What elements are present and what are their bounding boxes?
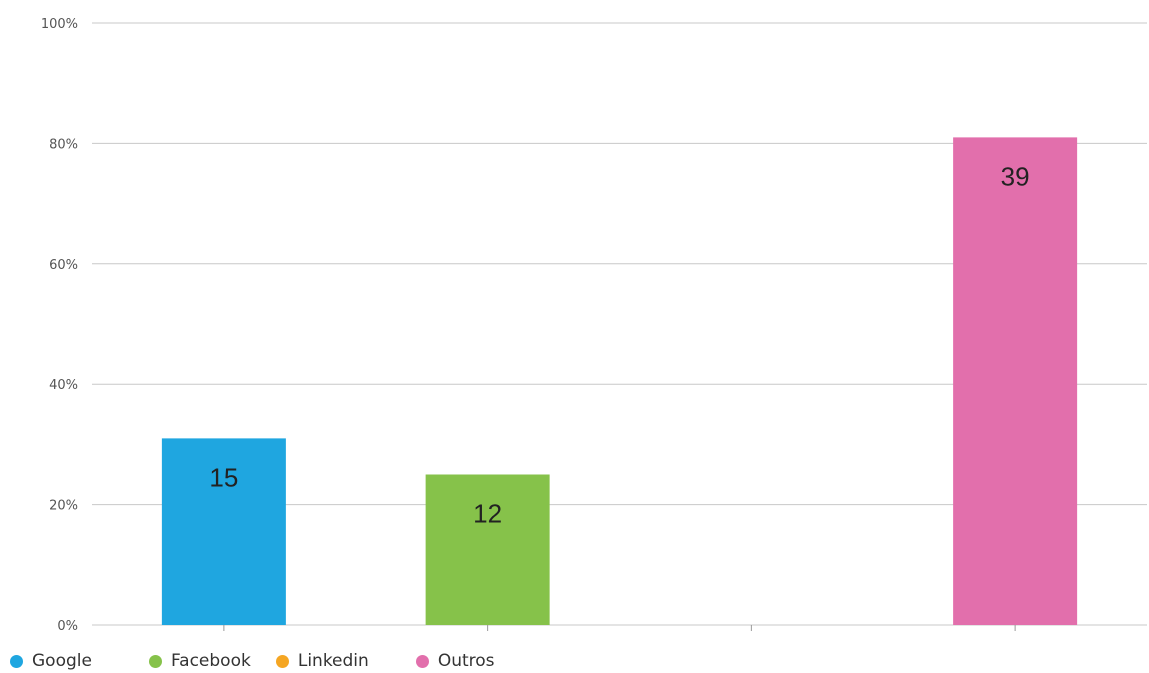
- outros-dot-icon: [415, 654, 429, 668]
- legend-label-outros: Outros: [437, 651, 495, 671]
- legend: Google Facebook Linkedin Outros: [10, 651, 495, 671]
- facebook-dot-icon: [148, 654, 162, 668]
- legend-item-outros[interactable]: Outros: [415, 651, 495, 671]
- bar-outros[interactable]: [953, 137, 1078, 625]
- y-tick-label: 60%: [49, 258, 78, 273]
- y-tick-label: 40%: [49, 378, 78, 393]
- bar-google[interactable]: [161, 438, 286, 625]
- value-label-google: 15: [209, 462, 238, 492]
- legend-item-linkedin[interactable]: Linkedin: [275, 651, 369, 671]
- y-tick-label: 20%: [49, 499, 78, 514]
- value-label-facebook: 12: [473, 499, 502, 529]
- legend-item-google[interactable]: Google: [10, 651, 92, 671]
- y-axis-ticks: 0% 20% 40% 60% 80% 100%: [41, 17, 78, 634]
- x-axis-ticks: [223, 625, 1016, 631]
- legend-label-linkedin: Linkedin: [297, 651, 369, 671]
- linkedin-dot-icon: [275, 654, 289, 668]
- value-label-outros: 39: [1001, 161, 1030, 191]
- legend-label-google: Google: [32, 651, 92, 671]
- legend-label-facebook: Facebook: [170, 651, 251, 671]
- value-labels: 15 12 39: [209, 161, 1029, 528]
- legend-item-facebook[interactable]: Facebook: [148, 651, 251, 671]
- y-tick-label: 80%: [49, 137, 78, 152]
- bar-facebook[interactable]: [425, 474, 550, 626]
- google-dot-icon: [10, 654, 23, 668]
- y-tick-label: 0%: [57, 619, 78, 634]
- bars: [161, 137, 1078, 626]
- y-tick-label: 100%: [41, 17, 78, 32]
- bar-chart: 0% 20% 40% 60% 80% 100% 15 12 39: [41, 17, 1147, 634]
